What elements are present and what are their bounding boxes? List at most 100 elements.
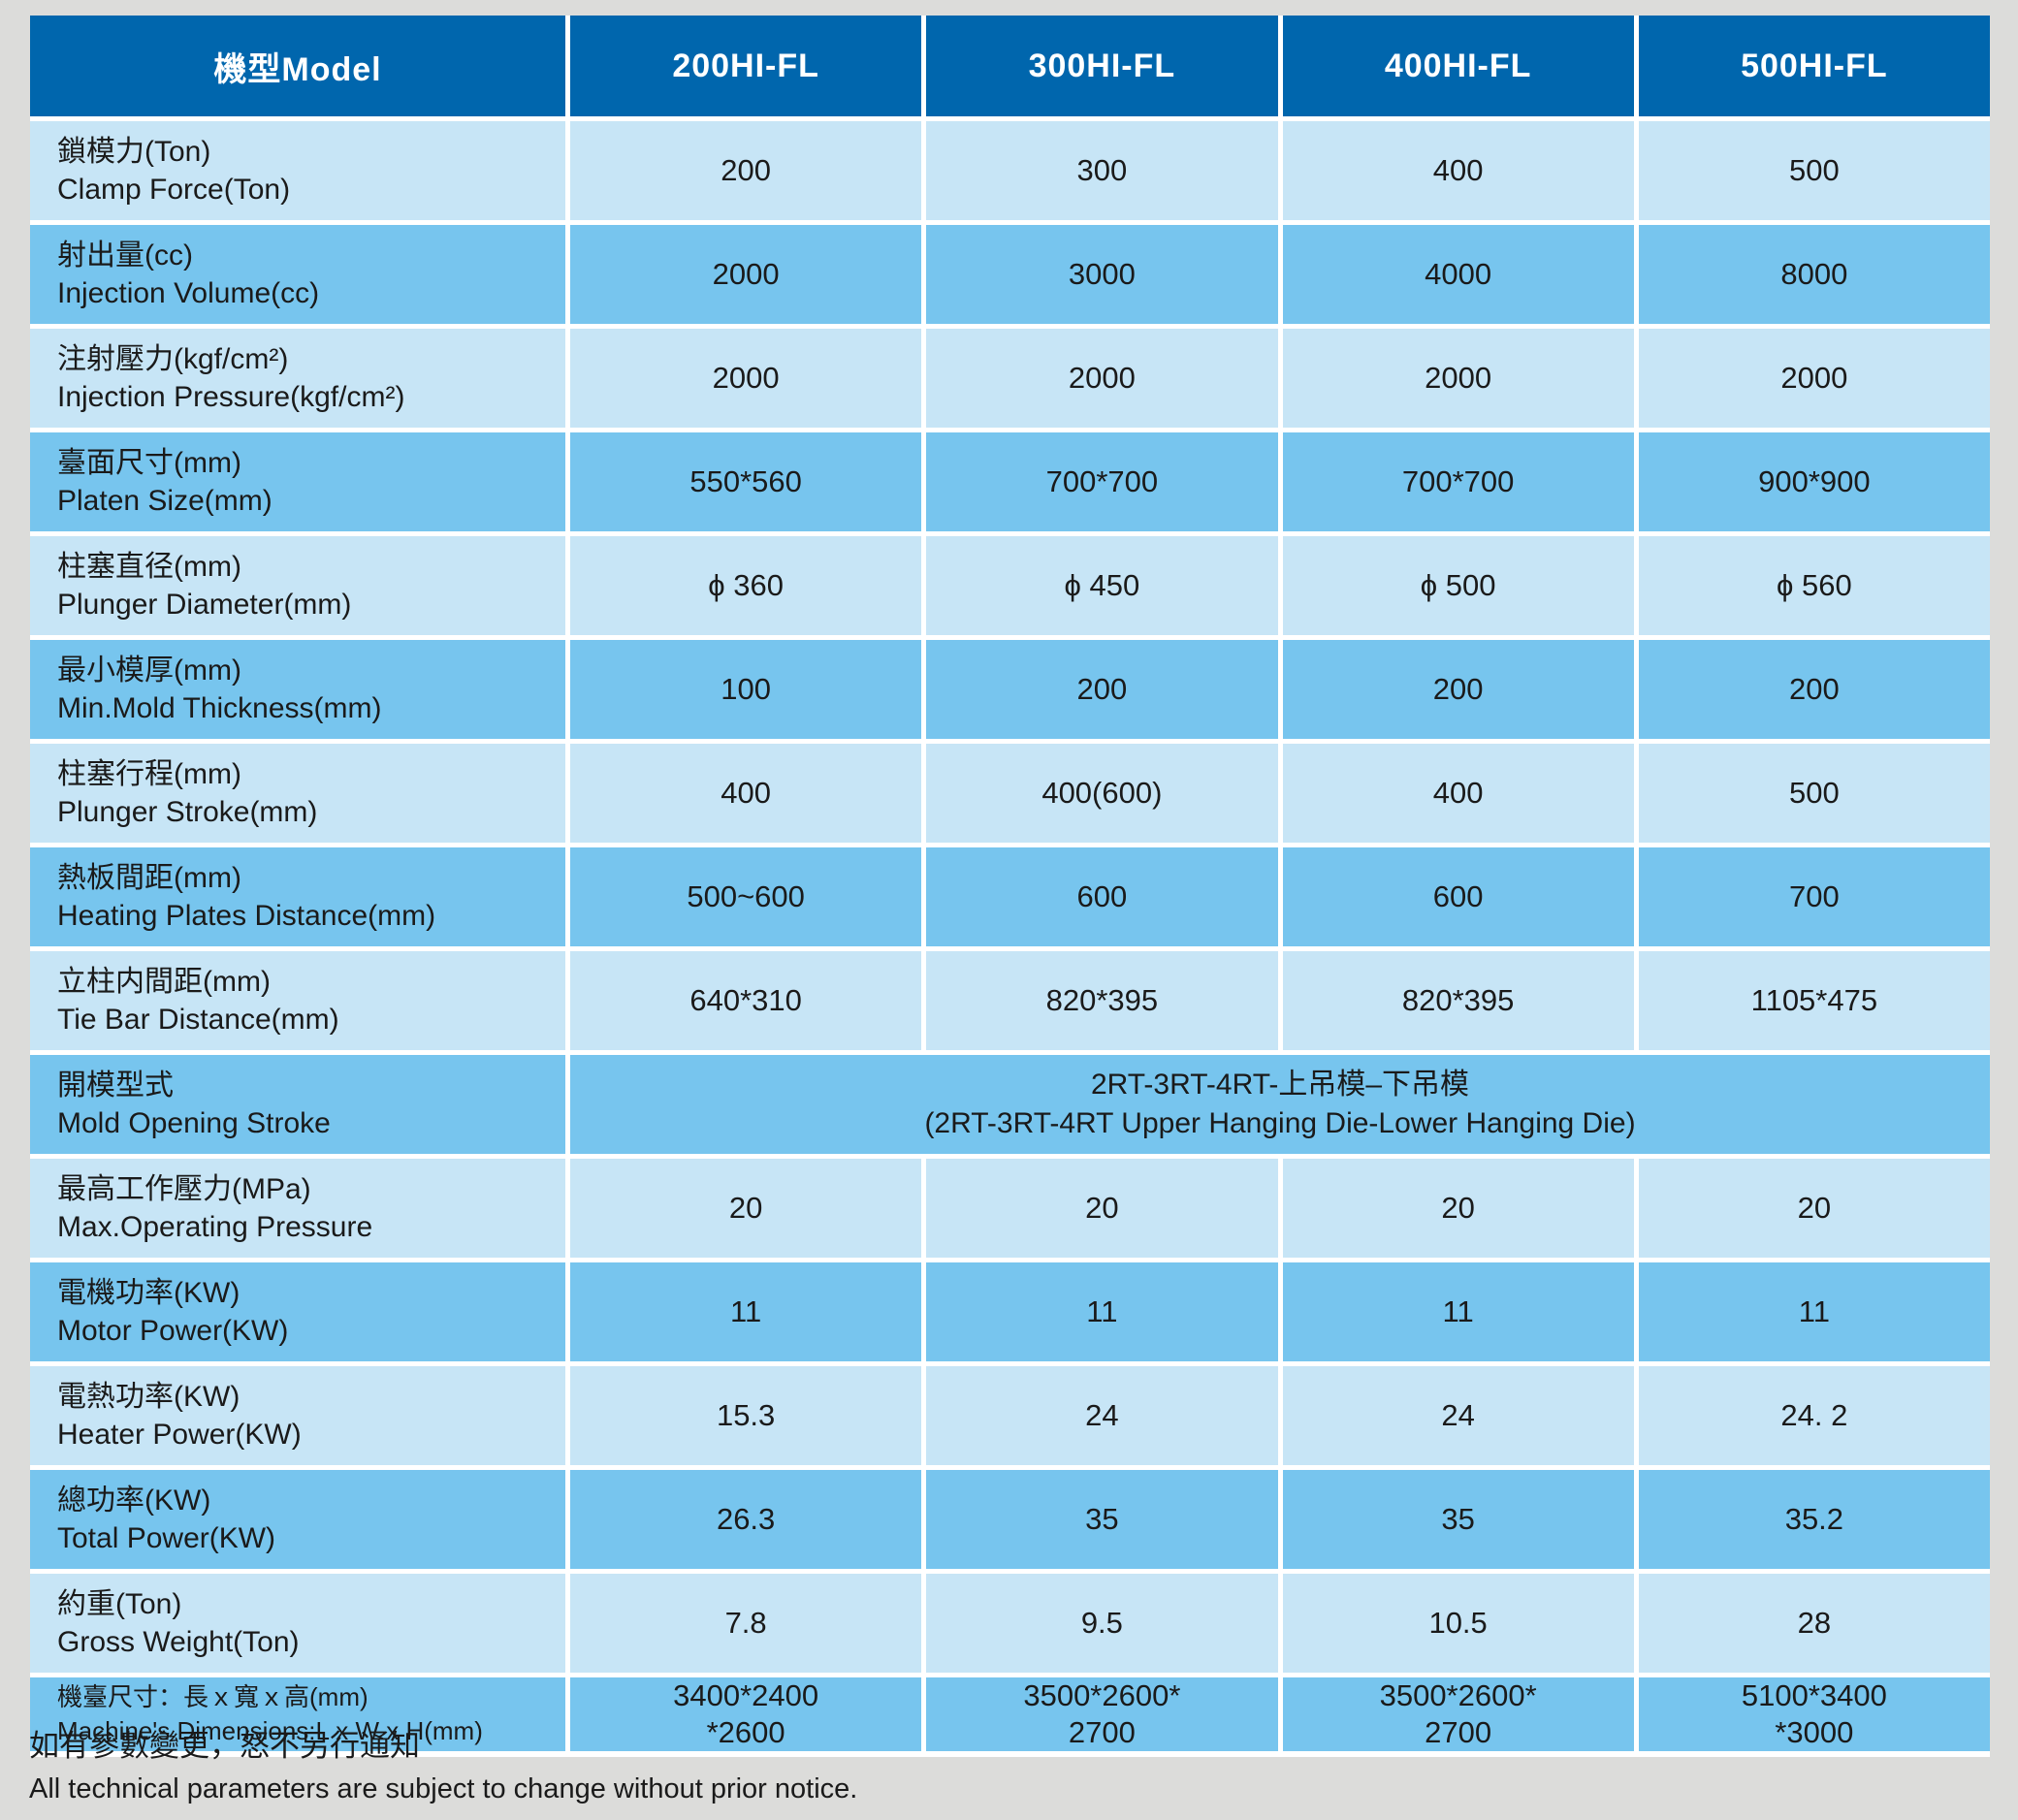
spec-row-label: 機臺尺寸：長ｘ寬ｘ高(mm) Machine's Dimensions:L x W…: [30, 1677, 565, 1751]
column-header-model: 機型Model: [30, 16, 565, 116]
row-label-en: Injection Volume(cc): [57, 277, 320, 309]
column-header-300hi-fl: 300HI-FL: [926, 16, 1278, 116]
spec-value-cell: 3000: [926, 225, 1278, 324]
spec-row-label: 總功率(KW) Total Power(KW): [30, 1470, 565, 1569]
spec-value-cell: 820*395: [1282, 951, 1634, 1050]
spec-value-cell: 2000: [1638, 329, 1990, 428]
row-label-en: Platen Size(mm): [57, 485, 272, 517]
row-label-zh: 射出量(cc): [57, 239, 193, 271]
spec-value-cell: 1105*475: [1638, 951, 1990, 1050]
column-header-200hi-fl: 200HI-FL: [570, 16, 922, 116]
spec-row-label: 注射壓力(kgf/cm²) Injection Pressure(kgf/cm²): [30, 329, 565, 428]
spec-value-cell: 28: [1638, 1574, 1990, 1673]
spec-row-label: 最高工作壓力(MPa) Max.Operating Pressure: [30, 1159, 565, 1258]
spec-value-cell: 550*560: [570, 432, 922, 531]
spec-value-cell: 900*900: [1638, 432, 1990, 531]
spec-value-cell: 10.5: [1282, 1574, 1634, 1673]
row-label-zh: 機臺尺寸：長ｘ寬ｘ高(mm): [57, 1682, 368, 1711]
spec-value-cell: 600: [1282, 847, 1634, 946]
spec-value-cell: 9.5: [926, 1574, 1278, 1673]
spec-table-grid: 機型Model 200HI-FL 300HI-FL 400HI-FL 500HI…: [30, 16, 1990, 1751]
row-label-en: Clamp Force(Ton): [57, 174, 291, 206]
spec-row-label: 開模型式 Mold Opening Stroke: [30, 1055, 565, 1154]
spec-value-cell: 3500*2600* 2700: [926, 1677, 1278, 1751]
spec-value-cell: 400(600): [926, 744, 1278, 843]
spec-row-label: 電熱功率(KW) Heater Power(KW): [30, 1366, 565, 1465]
spec-row-label: 約重(Ton) Gross Weight(Ton): [30, 1574, 565, 1673]
row-label-en: Plunger Diameter(mm): [57, 589, 352, 621]
footer-note-en: All technical parameters are subject to …: [29, 1773, 858, 1804]
spec-value-cell: 24: [926, 1366, 1278, 1465]
row-label-en: Min.Mold Thickness(mm): [57, 692, 382, 724]
row-label-zh: 約重(Ton): [57, 1588, 182, 1620]
spec-value-cell: 20: [570, 1159, 922, 1258]
spec-value-cell: 400: [1282, 121, 1634, 220]
spec-value-cell: 2000: [570, 225, 922, 324]
spec-value-cell: 35: [1282, 1470, 1634, 1569]
spec-value-cell: 20: [1282, 1159, 1634, 1258]
spec-value-cell: 500: [1638, 121, 1990, 220]
spec-value-cell: ϕ 450: [926, 536, 1278, 635]
spec-value-cell: 3400*2400 *2600: [570, 1677, 922, 1751]
row-label-zh: 鎖模力(Ton): [57, 136, 211, 168]
spec-value-cell: 640*310: [570, 951, 922, 1050]
spec-row-label: 熱板間距(mm) Heating Plates Distance(mm): [30, 847, 565, 946]
row-label-en: Heater Power(KW): [57, 1419, 302, 1451]
spec-value-cell: 400: [1282, 744, 1634, 843]
spec-value-cell: 11: [1638, 1262, 1990, 1361]
row-label-zh: 立柱内間距(mm): [57, 966, 271, 998]
row-label-zh: 電熱功率(KW): [57, 1381, 240, 1413]
spec-row-label: 鎖模力(Ton) Clamp Force(Ton): [30, 121, 565, 220]
spec-value-cell: 500: [1638, 744, 1990, 843]
spec-value-cell: ϕ 560: [1638, 536, 1990, 635]
spec-value-cell: 4000: [1282, 225, 1634, 324]
spec-value-cell: 600: [926, 847, 1278, 946]
spec-row-label: 最小模厚(mm) Min.Mold Thickness(mm): [30, 640, 565, 739]
spec-value-cell: 20: [926, 1159, 1278, 1258]
row-label-zh: 臺面尺寸(mm): [57, 447, 241, 479]
spec-value-cell: 700*700: [926, 432, 1278, 531]
spec-value-cell: 2000: [926, 329, 1278, 428]
spec-value-cell: 700: [1638, 847, 1990, 946]
spec-table: 機型Model 200HI-FL 300HI-FL 400HI-FL 500HI…: [30, 16, 1990, 1757]
spec-value-cell: 200: [926, 640, 1278, 739]
spec-row-label: 立柱内間距(mm) Tie Bar Distance(mm): [30, 951, 565, 1050]
spec-value-cell: 200: [1282, 640, 1634, 739]
merged-line-1: 2RT-3RT-4RT-上吊模–下吊模: [1090, 1069, 1470, 1101]
spec-value-cell: 35.2: [1638, 1470, 1990, 1569]
spec-value-cell: 35: [926, 1470, 1278, 1569]
spec-value-cell: 11: [926, 1262, 1278, 1361]
row-label-en: Tie Bar Distance(mm): [57, 1004, 339, 1036]
row-label-en: Injection Pressure(kgf/cm²): [57, 381, 405, 413]
row-label-zh: 電機功率(KW): [57, 1277, 240, 1309]
spec-value-cell: 15.3: [570, 1366, 922, 1465]
spec-value-cell: 11: [1282, 1262, 1634, 1361]
spec-value-cell: 24: [1282, 1366, 1634, 1465]
spec-value-cell: 200: [570, 121, 922, 220]
row-label-zh: 柱塞行程(mm): [57, 758, 241, 790]
spec-value-cell: 100: [570, 640, 922, 739]
spec-value-cell: 26.3: [570, 1470, 922, 1569]
row-label-en: Motor Power(KW): [57, 1315, 289, 1347]
spec-value-cell: 820*395: [926, 951, 1278, 1050]
spec-value-cell: 500~600: [570, 847, 922, 946]
row-label-en: Heating Plates Distance(mm): [57, 900, 436, 932]
spec-value-cell: 24. 2: [1638, 1366, 1990, 1465]
footer-note: 如有參數變更，怒不另行通知 All technical parameters a…: [29, 1724, 1775, 1809]
footer-note-zh: 如有參數變更，怒不另行通知: [29, 1729, 420, 1763]
spec-value-cell: 400: [570, 744, 922, 843]
merged-line-2: (2RT-3RT-4RT Upper Hanging Die-Lower Han…: [924, 1107, 1636, 1139]
row-label-en: Mold Opening Stroke: [57, 1107, 331, 1139]
spec-row-label: 柱塞直径(mm) Plunger Diameter(mm): [30, 536, 565, 635]
row-label-en: Max.Operating Pressure: [57, 1211, 373, 1243]
row-label-zh: 總功率(KW): [57, 1485, 211, 1517]
spec-value-cell: 20: [1638, 1159, 1990, 1258]
spec-row-label: 臺面尺寸(mm) Platen Size(mm): [30, 432, 565, 531]
spec-value-cell: 2000: [1282, 329, 1634, 428]
row-label-en: Plunger Stroke(mm): [57, 796, 318, 828]
row-label-en: Gross Weight(Ton): [57, 1626, 300, 1658]
spec-value-cell: 3500*2600* 2700: [1282, 1677, 1634, 1751]
row-label-zh: 最小模厚(mm): [57, 655, 241, 686]
row-label-en: Machine's Dimensions:L x W x H(mm): [57, 1716, 483, 1745]
